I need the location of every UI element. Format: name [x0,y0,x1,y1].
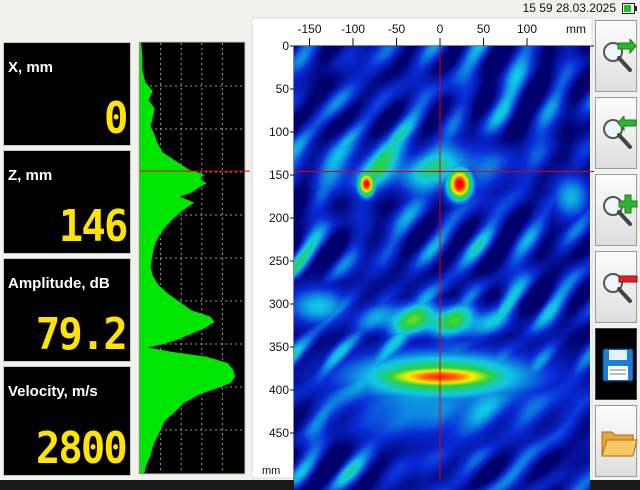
z-tick-label: 150 [269,168,289,182]
save-button[interactable] [595,328,637,400]
readout-amplitude: Amplitude, dB 79.2 [3,258,131,362]
readout-amplitude-label: Amplitude, dB [8,275,110,292]
readout-x-label: X, mm [8,59,54,76]
status-bar: 15 59 28.03.2025 [0,0,640,16]
x-tick-label: 100 [517,22,537,36]
x-tick-label: -50 [388,22,406,36]
readout-column: X, mm 0 Z, mm 146 Amplitude, dB 79.2 Vel… [0,16,134,480]
open-folder-button[interactable] [595,405,638,477]
x-unit-label: mm [566,22,586,36]
z-tick-label: 0 [282,39,289,53]
readout-velocity-value: 2800 [35,423,128,474]
readout-z-label: Z, mm [8,167,53,184]
x-tick-label: -150 [297,22,321,36]
tomogram-view[interactable]: -150 -100 -50 0 50 100 mm 0 50 100 150 200 250 300 350… [250,16,594,490]
readout-z-value: 146 [58,201,127,252]
z-unit-label: mm [262,465,280,477]
z-tick-label: 400 [269,383,289,397]
x-tick-label: -100 [341,22,365,36]
z-tick-label: 250 [269,254,289,268]
z-tick-label: 50 [276,82,290,96]
clock: 15 59 28.03.2025 [522,1,616,15]
amplitude-profile [134,16,250,480]
tomogram-map[interactable] [294,46,590,490]
amplitude-profile-curve [139,42,236,474]
z-tick-label: 200 [269,211,289,225]
zoom-in-button[interactable] [595,174,638,246]
readout-velocity: Velocity, m/s 2800 [3,366,131,476]
x-tick-label: 0 [437,22,444,36]
battery-icon [622,3,637,14]
z-tick-label: 450 [269,426,289,440]
readout-x: X, mm 0 [3,42,131,146]
zoom-prev-button[interactable] [595,97,637,169]
folder-icon [601,431,638,457]
magnifier-minus-icon [603,273,638,303]
toolbar [594,16,640,480]
magnifier-arrow-left-icon [603,116,637,149]
amplitude-profile-plot [135,16,250,480]
readout-x-value: 0 [103,93,127,144]
readout-z: Z, mm 146 [3,150,131,254]
magnifier-plus-icon [603,194,638,226]
readout-velocity-label: Velocity, m/s [8,383,98,400]
z-tick-label: 100 [269,125,289,139]
readout-amplitude-value: 79.2 [35,309,128,360]
z-tick-label: 350 [269,340,289,354]
x-tick-label: 50 [477,22,491,36]
magnifier-arrow-right-icon [603,39,637,72]
zoom-out-button[interactable] [595,251,638,323]
floppy-disk-icon [602,348,634,382]
z-tick-label: 300 [269,297,289,311]
zoom-next-button[interactable] [595,20,637,92]
